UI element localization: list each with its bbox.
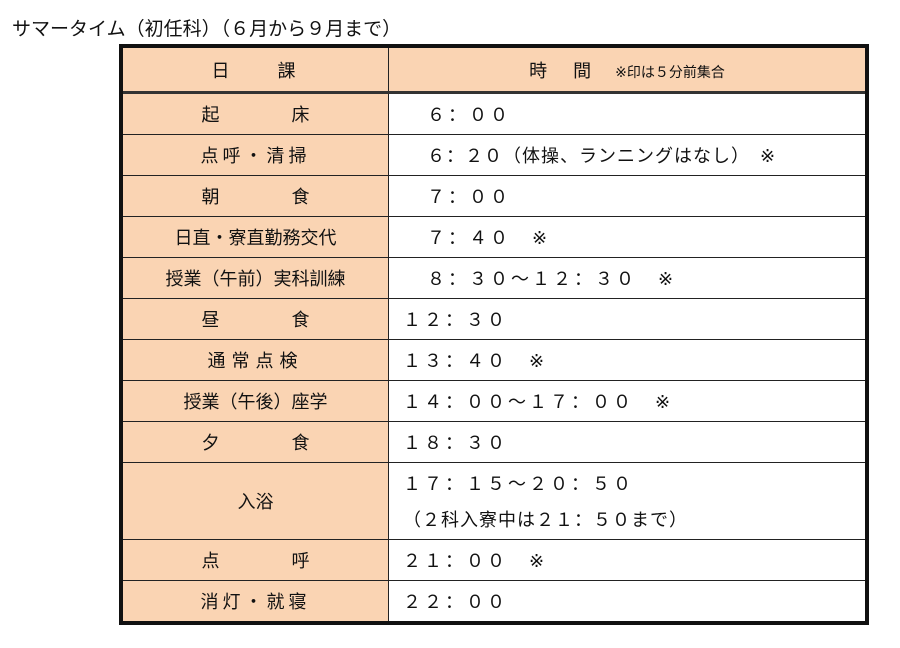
- row-label: 授業（午前）実科訓練: [120, 257, 389, 299]
- row-label: 入浴: [120, 462, 389, 540]
- table-row: 点呼・清掃 ６：２０（体操、ランニングはなし） ※: [120, 134, 868, 176]
- header-time: 時 間 ※印は５分前集合: [388, 45, 868, 94]
- row-label: 通常点検: [120, 339, 389, 381]
- table-row: 起 床 ６：００: [120, 92, 868, 135]
- row-label: 朝 食: [120, 175, 389, 217]
- table-header: 日 課 時 間 ※印は５分前集合: [120, 45, 868, 94]
- table-row: 消灯・就寝 ２２：００: [120, 580, 868, 624]
- table-row: 授業（午後）座学 １４：００～１７：００ ※: [120, 380, 868, 422]
- row-time: ７：００: [388, 175, 868, 217]
- table-row: 朝 食 ７：００: [120, 175, 868, 217]
- row-time-line1: １７：１５～２０：５０: [403, 474, 634, 495]
- row-label: 授業（午後）座学: [120, 380, 389, 422]
- header-schedule: 日 課: [120, 45, 389, 94]
- row-time: １４：００～１７：００ ※: [388, 380, 868, 422]
- row-time: １８：３０: [388, 421, 868, 463]
- row-label: 夕 食: [120, 421, 389, 463]
- row-time: ２１：００ ※: [388, 539, 868, 581]
- row-time-line2: （２科入寮中は２１：５０まで）: [403, 510, 688, 531]
- row-label: 昼 食: [120, 298, 389, 340]
- table-row: 点 呼 ２１：００ ※: [120, 539, 868, 581]
- row-time: ２２：００: [388, 580, 868, 624]
- schedule-table: 日 課 時 間 ※印は５分前集合 起 床 ６：００ 点呼・清掃 ６：２０（体操、ランニ…: [119, 44, 869, 625]
- row-time: ８：３０～１２：３０ ※: [388, 257, 868, 299]
- page-title: サマータイム（初任科）（６月から９月まで）: [12, 18, 402, 40]
- row-label: 消灯・就寝: [120, 580, 389, 624]
- row-time: １３：４０ ※: [388, 339, 868, 381]
- row-time: ７：４０ ※: [388, 216, 868, 258]
- table-row: 通常点検 １３：４０ ※: [120, 339, 868, 381]
- row-label: 点 呼: [120, 539, 389, 581]
- header-time-label: 時 間: [529, 60, 596, 82]
- header-note: ※印は５分前集合: [615, 64, 725, 81]
- table-row: 入浴 １７：１５～２０：５０ （２科入寮中は２１：５０まで）: [120, 462, 868, 540]
- table-row: 夕 食 １８：３０: [120, 421, 868, 463]
- row-time: １２：３０: [388, 298, 868, 340]
- row-time: １７：１５～２０：５０ （２科入寮中は２１：５０まで）: [388, 462, 868, 540]
- row-time: ６：２０（体操、ランニングはなし） ※: [388, 134, 868, 176]
- table-row: 昼 食 １２：３０: [120, 298, 868, 340]
- table-row: 日直・寮直勤務交代 ７：４０ ※: [120, 216, 868, 258]
- row-label: 点呼・清掃: [120, 134, 389, 176]
- table-row: 授業（午前）実科訓練 ８：３０～１２：３０ ※: [120, 257, 868, 299]
- row-time: ６：００: [388, 92, 868, 135]
- row-label: 日直・寮直勤務交代: [120, 216, 389, 258]
- row-label: 起 床: [120, 92, 389, 135]
